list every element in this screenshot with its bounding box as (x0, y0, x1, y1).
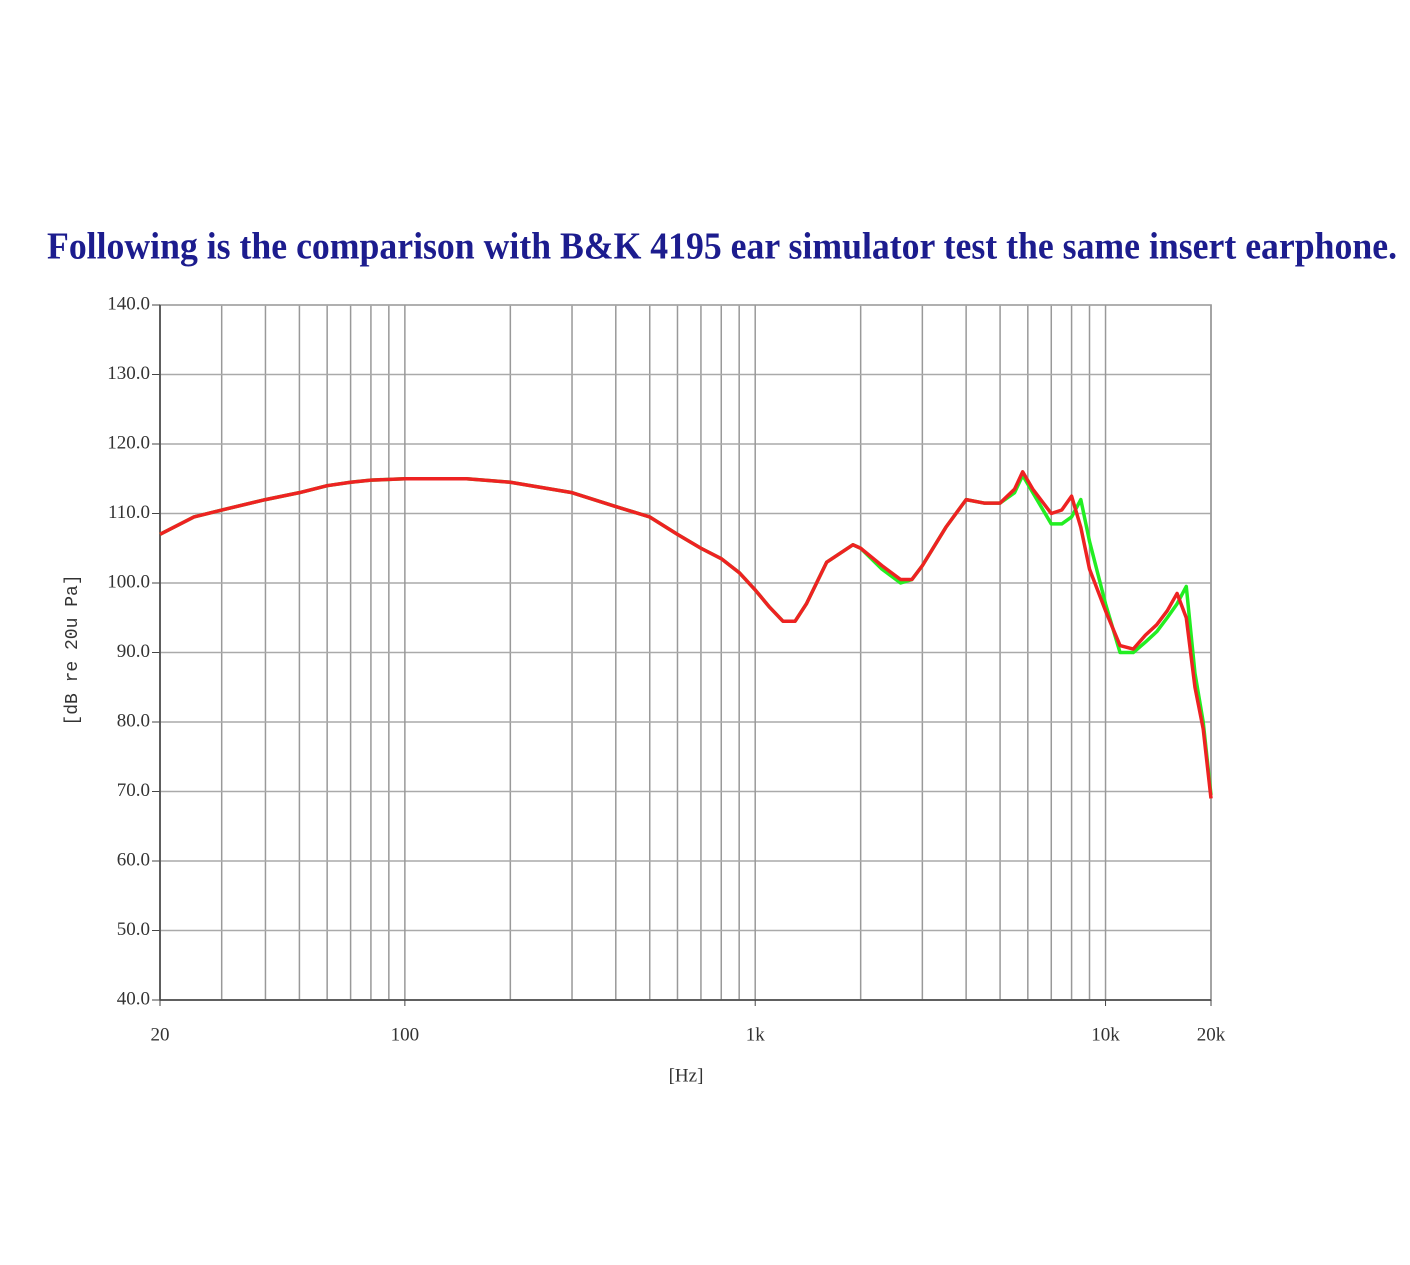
x-axis-label: [Hz] (669, 1065, 704, 1086)
y-tick-label: 110.0 (108, 502, 150, 523)
y-tick-label: 70.0 (117, 780, 150, 801)
chart-title: Following is the comparison with B&K 419… (47, 226, 1397, 268)
y-tick-label: 130.0 (107, 363, 150, 384)
y-tick-label: 60.0 (117, 849, 150, 870)
y-tick-label: 50.0 (117, 919, 150, 940)
x-tick-label: 1k (746, 1024, 766, 1045)
y-tick-label: 40.0 (117, 988, 150, 1009)
x-tick-label: 20 (151, 1024, 170, 1045)
y-tick-label: 120.0 (107, 432, 150, 453)
y-tick-label: 100.0 (107, 571, 150, 592)
y-tick-label: 140.0 (107, 293, 150, 314)
y-tick-label: 80.0 (117, 710, 150, 731)
x-tick-label: 10k (1091, 1024, 1120, 1045)
y-axis-label: [dB re 20u Pa] (63, 574, 83, 725)
y-tick-label: 90.0 (117, 641, 150, 662)
series-line (159, 470, 1213, 799)
x-tick-label: 20k (1197, 1024, 1226, 1045)
x-tick-label: 100 (391, 1024, 420, 1045)
